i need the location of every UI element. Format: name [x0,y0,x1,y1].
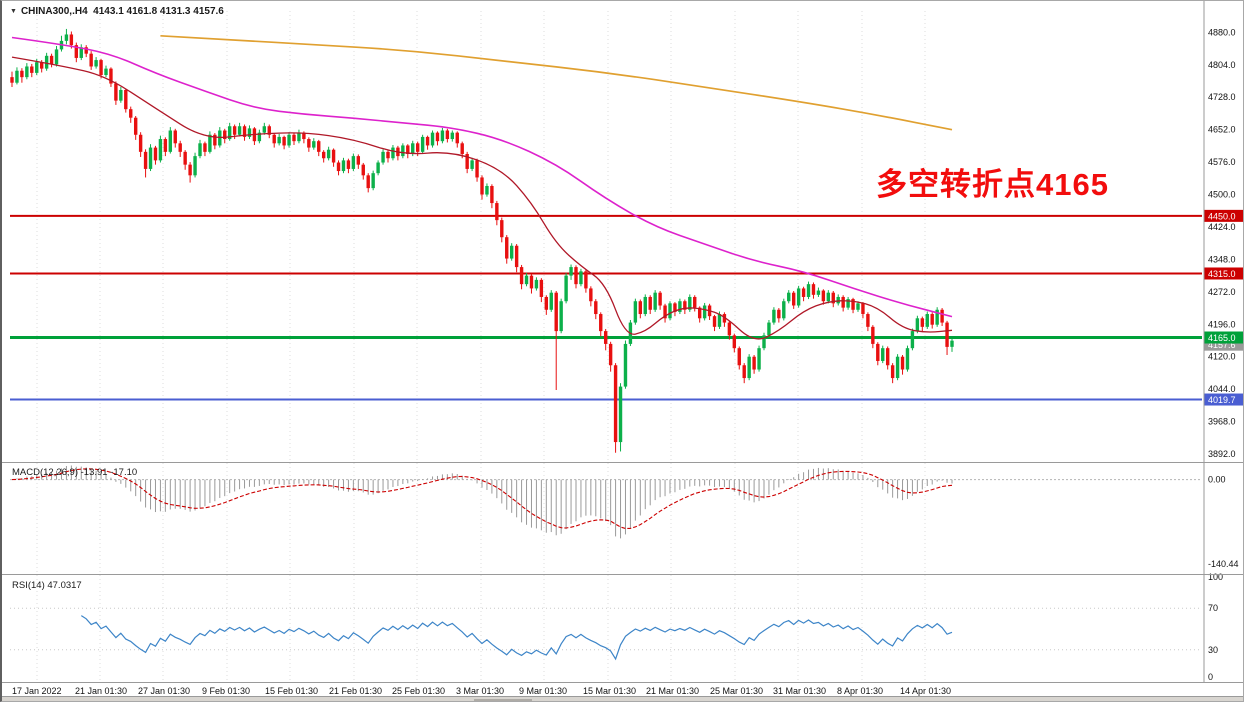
svg-text:3 Mar 01:30: 3 Mar 01:30 [456,686,504,696]
svg-text:-140.44: -140.44 [1208,559,1239,569]
chevron-down-icon[interactable]: ▼ [10,8,17,15]
rsi-indicator-label: RSI(14) 47.0317 [12,580,82,591]
svg-text:100: 100 [1208,572,1223,582]
price-tags: 4157.6 4450.0 4315.0 4165.0 4019.7 [1204,209,1243,406]
svg-text:4120.0: 4120.0 [1208,352,1236,362]
symbol-ohlc-label: ▼ CHINA300,.H4 4143.1 4161.8 4131.3 4157… [10,6,224,17]
horizontal-level-lines[interactable] [10,214,1202,401]
svg-text:4804.0: 4804.0 [1208,60,1236,70]
scrollbar-thumb[interactable] [474,699,532,701]
svg-text:9 Mar 01:30: 9 Mar 01:30 [519,686,567,696]
svg-text:15 Feb 01:30: 15 Feb 01:30 [265,686,318,696]
svg-text:70: 70 [1208,603,1218,613]
svg-text:4272.0: 4272.0 [1208,287,1236,297]
ma-mid-magenta [11,36,953,318]
svg-text:4576.0: 4576.0 [1208,157,1236,167]
svg-text:4450.0: 4450.0 [1208,211,1236,221]
svg-text:25 Feb 01:30: 25 Feb 01:30 [392,686,445,696]
macd-indicator-label: MACD(12,26,9) -13.91 -17.10 [12,467,138,478]
svg-text:21 Mar 01:30: 21 Mar 01:30 [646,686,699,696]
svg-text:9 Feb 01:30: 9 Feb 01:30 [202,686,250,696]
symbol-ohlc-text: CHINA300,.H4 4143.1 4161.8 4131.3 4157.6 [20,6,224,17]
svg-text:4044.0: 4044.0 [1208,384,1236,394]
svg-text:3892.0: 3892.0 [1208,449,1236,459]
bottom-scrollbar[interactable] [2,696,1243,701]
rsi-line [80,615,953,661]
ma-slow-orange [160,34,953,131]
svg-text:8 Apr 01:30: 8 Apr 01:30 [837,686,883,696]
svg-text:3968.0: 3968.0 [1208,417,1236,427]
svg-text:4652.0: 4652.0 [1208,125,1236,135]
svg-text:4196.0: 4196.0 [1208,319,1236,329]
svg-text:15 Mar 01:30: 15 Mar 01:30 [583,686,636,696]
price-axis[interactable]: 4880.0 4804.0 4728.0 4652.0 4576.0 4500.0 4424… [1208,27,1236,459]
svg-text:4157.6: 4157.6 [1208,340,1236,350]
svg-text:0.00: 0.00 [1208,475,1226,485]
svg-text:0: 0 [1208,672,1213,682]
svg-text:4165.0: 4165.0 [1208,333,1236,343]
svg-text:21 Jan 01:30: 21 Jan 01:30 [75,686,127,696]
svg-text:14 Apr 01:30: 14 Apr 01:30 [900,686,951,696]
svg-text:4019.7: 4019.7 [1208,395,1236,405]
svg-text:4315.0: 4315.0 [1208,269,1236,279]
candle-series[interactable] [10,28,954,453]
time-grid [36,11,926,681]
svg-text:4500.0: 4500.0 [1208,190,1236,200]
time-axis[interactable]: 17 Jan 2022 21 Jan 01:30 27 Jan 01:30 9 Feb… [12,686,951,696]
svg-text:21 Feb 01:30: 21 Feb 01:30 [329,686,382,696]
macd-signal-line [11,468,953,530]
annotation-text[interactable]: 多空转折点4165 [876,167,1109,202]
rsi-axis: 100 70 30 0 [1208,572,1223,682]
macd-histogram [16,465,953,539]
macd-axis: 0.00 -140.44 [1208,475,1239,569]
svg-text:30: 30 [1208,645,1218,655]
svg-text:27 Jan 01:30: 27 Jan 01:30 [138,686,190,696]
svg-text:4880.0: 4880.0 [1208,27,1236,37]
svg-text:4348.0: 4348.0 [1208,254,1236,264]
svg-text:4728.0: 4728.0 [1208,92,1236,102]
svg-text:31 Mar 01:30: 31 Mar 01:30 [773,686,826,696]
ma-fast-red [11,56,953,340]
svg-text:4424.0: 4424.0 [1208,222,1236,232]
svg-text:25 Mar 01:30: 25 Mar 01:30 [710,686,763,696]
svg-text:17 Jan 2022: 17 Jan 2022 [12,686,62,696]
